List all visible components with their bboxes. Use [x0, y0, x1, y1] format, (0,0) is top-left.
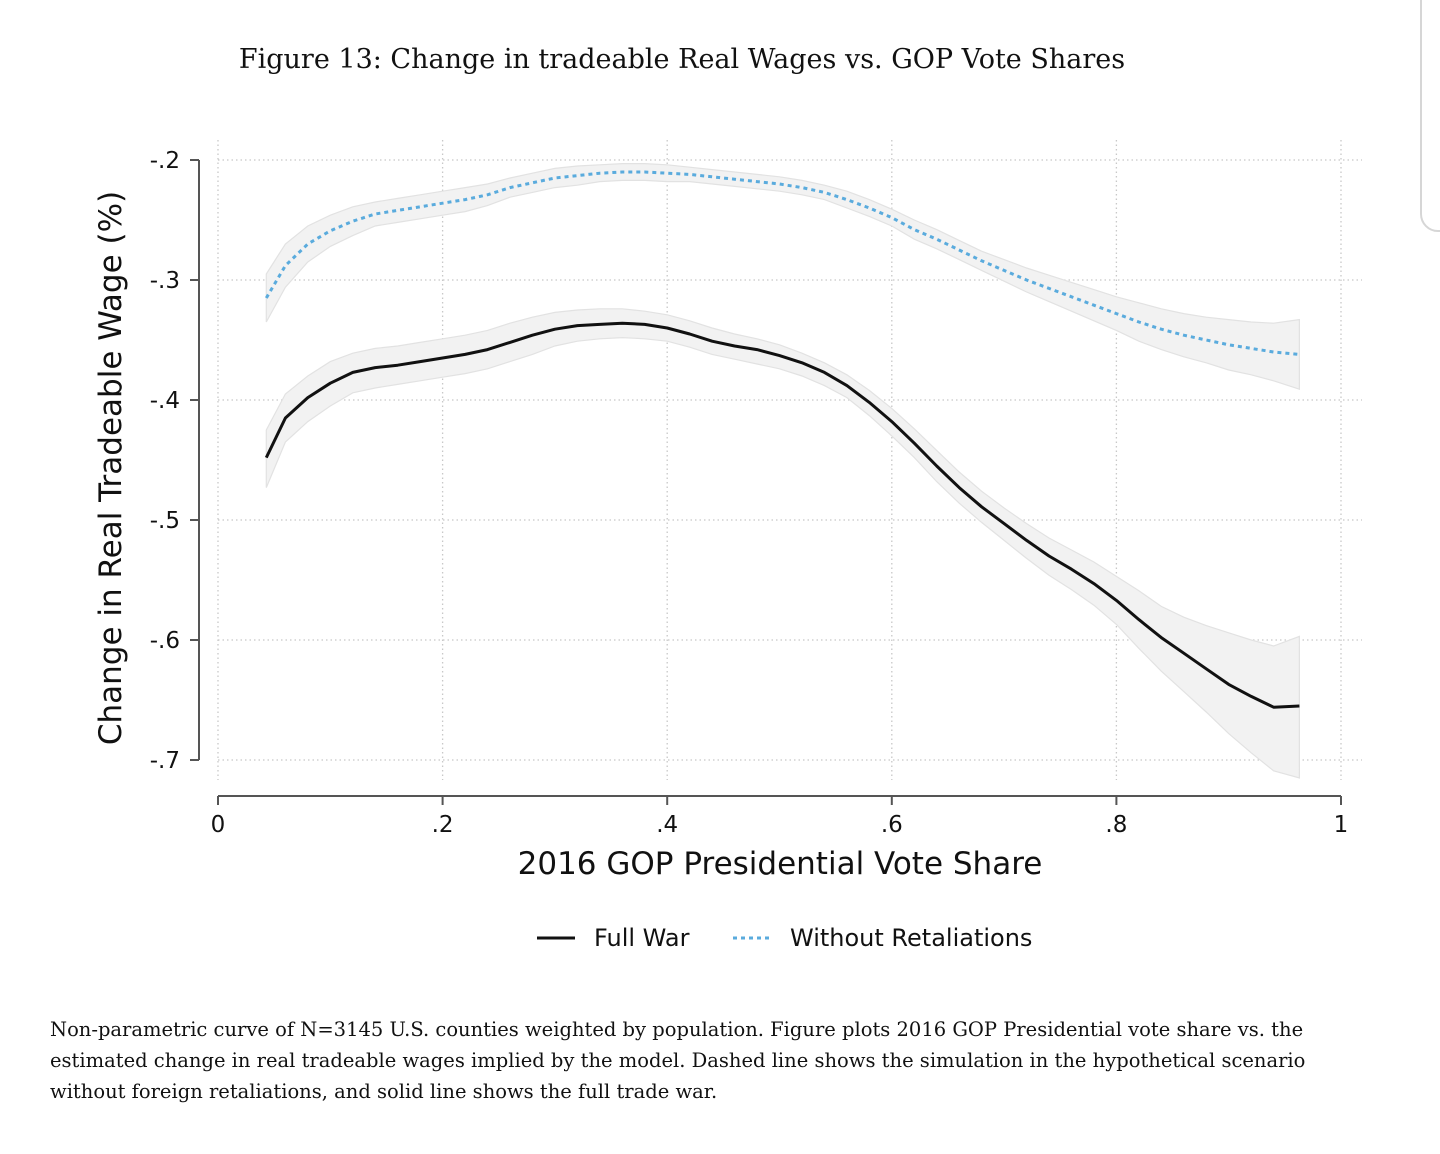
y-tick-label: -.6 — [150, 628, 180, 654]
y-tick-label: -.3 — [150, 268, 180, 294]
side-panel-edge — [1420, 0, 1440, 232]
x-tick-label: 0 — [211, 812, 226, 838]
line-chart: -.2 -.3 -.4 -.5 -.6 -.7 0 .2 .4 .6 .8 1 2016 GOP Pr… — [93, 140, 1362, 952]
series-line-1 — [265, 170, 1300, 356]
axes — [190, 159, 1342, 805]
x-axis-title: 2016 GOP Presidential Vote Share — [518, 846, 1043, 882]
grid-lines — [217, 140, 1362, 780]
figure-title: Figure 13: Change in tradeable Real Wage… — [238, 44, 1126, 75]
x-tick-label: .6 — [881, 812, 903, 838]
confidence-band-0 — [265, 308, 1300, 779]
y-axis-title: Change in Real Tradeable Wage (%) — [93, 191, 129, 745]
figure-caption: Non-parametric curve of N=3145 U.S. coun… — [50, 1018, 1306, 1103]
confidence-band-1 — [265, 163, 1300, 391]
y-tick-label: -.2 — [150, 148, 180, 174]
x-tick-label: .4 — [656, 812, 678, 838]
x-tick-label: .8 — [1105, 812, 1127, 838]
legend-label-1: Without Retaliations — [790, 924, 1032, 952]
legend: Full War Without Retaliations — [537, 924, 1032, 952]
legend-label-0: Full War — [594, 924, 690, 952]
y-tick-label: -.7 — [150, 748, 180, 774]
y-tick-label: -.4 — [150, 388, 180, 414]
series-lines — [264, 170, 1300, 709]
tick-labels: -.2 -.3 -.4 -.5 -.6 -.7 0 .2 .4 .6 .8 1 — [150, 148, 1349, 838]
series-line-0 — [264, 321, 1300, 709]
x-tick-label: .2 — [432, 812, 454, 838]
y-tick-label: -.5 — [150, 508, 180, 534]
x-tick-label: 1 — [1334, 812, 1349, 838]
confidence-bands — [265, 163, 1300, 779]
